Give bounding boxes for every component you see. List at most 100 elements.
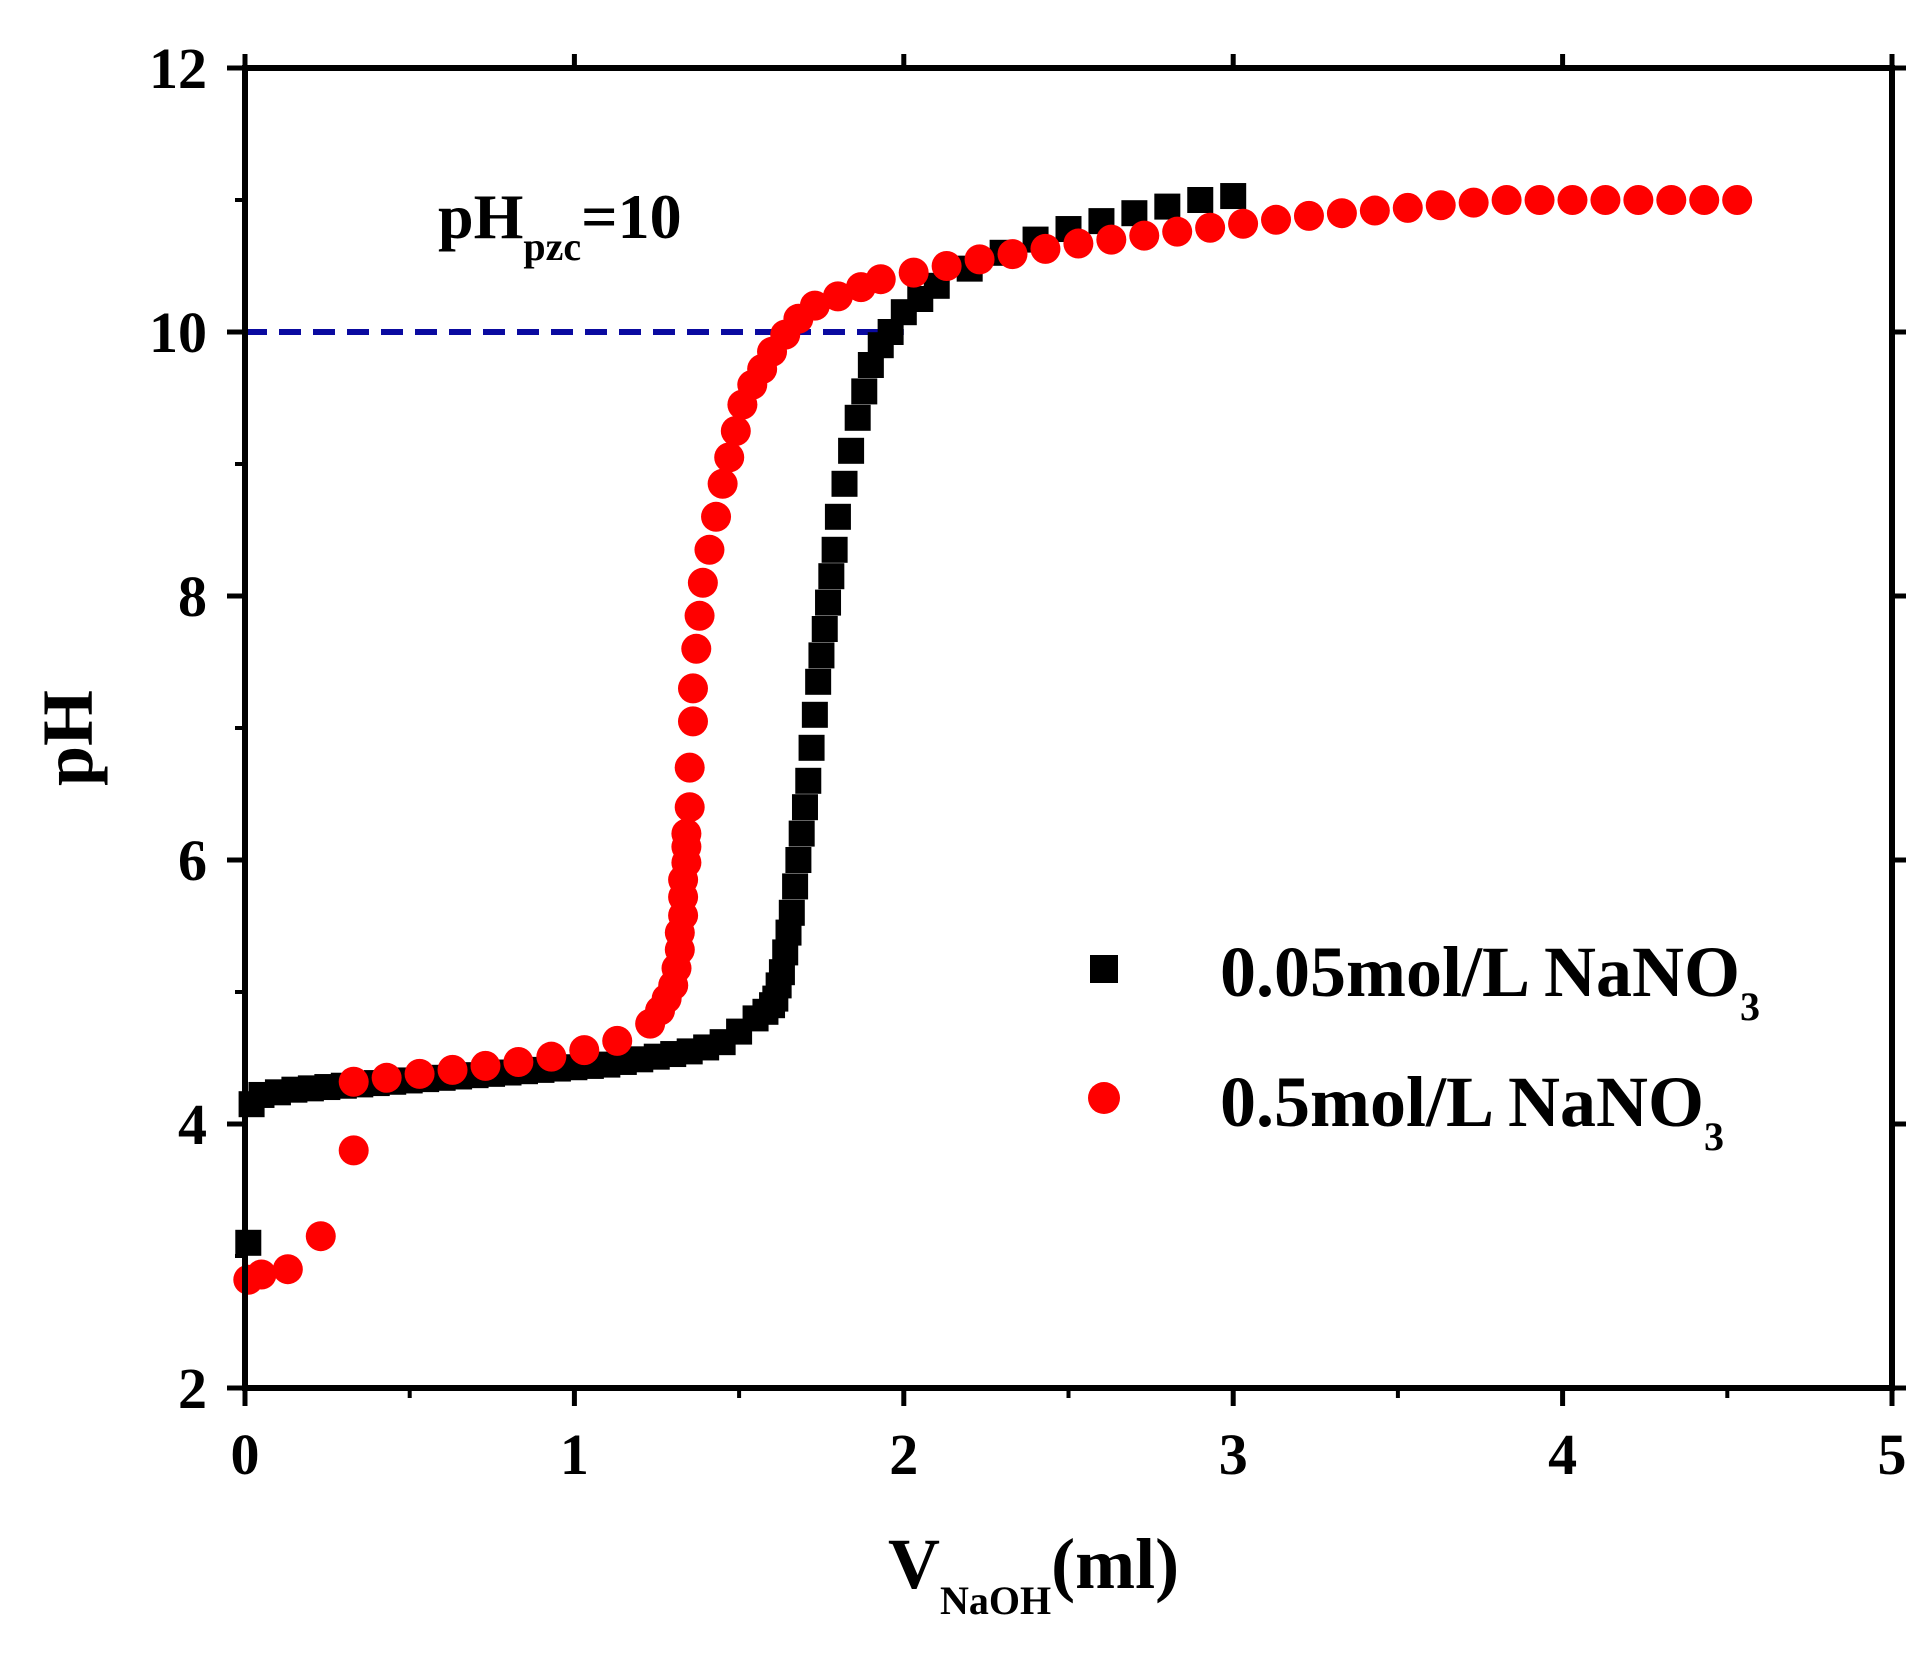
- data-point-square: [785, 847, 812, 873]
- data-point-circle: [1491, 185, 1522, 215]
- legend-label-0.05: 0.05mol/L NaNO3: [1220, 932, 1760, 1029]
- y-tick-label: 4: [178, 1092, 207, 1157]
- data-point-circle: [536, 1041, 567, 1072]
- data-point-circle: [1557, 185, 1588, 215]
- data-point-square: [1220, 183, 1247, 210]
- data-point-circle: [671, 818, 702, 849]
- data-point-circle: [503, 1046, 534, 1077]
- x-tick-label: 0: [231, 1422, 260, 1487]
- y-tick-label: 2: [178, 1356, 207, 1421]
- data-point-square: [815, 589, 842, 616]
- data-point-square: [801, 701, 828, 728]
- data-point-circle: [338, 1066, 369, 1097]
- legend-marker-square: [1090, 955, 1118, 983]
- data-point-circle: [1030, 233, 1061, 264]
- data-point-circle: [1392, 192, 1423, 223]
- data-point-circle: [1722, 185, 1753, 215]
- data-point-square: [791, 794, 818, 821]
- data-point-circle: [1623, 185, 1654, 215]
- data-point-circle: [1261, 204, 1292, 235]
- data-point-circle: [1524, 185, 1555, 215]
- legend: 0.05mol/L NaNO3 0.5mol/L NaNO3: [1088, 932, 1760, 1159]
- y-tick-label: 6: [178, 828, 207, 893]
- legend-marker-circle: [1088, 1082, 1120, 1114]
- data-point-square: [798, 734, 825, 761]
- data-point-circle: [371, 1062, 402, 1093]
- data-point-circle: [1195, 212, 1226, 243]
- data-point-circle: [305, 1221, 336, 1252]
- data-point-square: [235, 1229, 262, 1256]
- data-point-circle: [1326, 198, 1357, 229]
- data-point-circle: [674, 752, 705, 783]
- data-point-circle: [681, 633, 712, 664]
- data-point-circle: [674, 792, 705, 823]
- data-point-circle: [684, 600, 715, 631]
- data-point-circle: [707, 468, 738, 499]
- data-point-circle: [687, 567, 718, 598]
- data-point-square: [778, 899, 805, 926]
- data-point-circle: [865, 264, 896, 295]
- data-point-circle: [694, 534, 725, 565]
- data-point-circle: [338, 1135, 369, 1166]
- series-layer: [233, 183, 1753, 1295]
- data-point-square: [805, 668, 832, 695]
- y-tick-label: 12: [149, 36, 207, 101]
- data-point-circle: [437, 1054, 468, 1085]
- data-point-square: [838, 437, 865, 464]
- data-point-circle: [1162, 216, 1193, 247]
- data-point-circle: [1458, 187, 1489, 218]
- data-point-square: [851, 378, 878, 405]
- data-point-circle: [404, 1058, 435, 1089]
- data-point-circle: [470, 1050, 501, 1081]
- data-point-circle: [1293, 200, 1324, 231]
- data-point-square: [818, 563, 845, 590]
- data-point-circle: [714, 442, 745, 473]
- data-point-circle: [1096, 224, 1127, 255]
- data-point-circle: [569, 1035, 600, 1066]
- data-point-square: [811, 616, 838, 642]
- data-point-square: [808, 642, 835, 669]
- data-point-circle: [720, 416, 751, 446]
- data-point-square: [795, 767, 822, 794]
- data-point-square: [1187, 187, 1214, 213]
- data-point-square: [782, 873, 809, 900]
- data-point-circle: [272, 1254, 303, 1285]
- data-point-circle: [997, 239, 1028, 270]
- x-tick-label: 2: [889, 1422, 918, 1487]
- data-point-circle: [1228, 208, 1259, 239]
- data-point-square: [831, 470, 858, 497]
- data-point-circle: [1063, 228, 1094, 259]
- data-point-circle: [931, 251, 962, 281]
- data-point-circle: [602, 1025, 633, 1056]
- x-tick-label: 3: [1219, 1422, 1248, 1487]
- series-1: [233, 185, 1753, 1295]
- data-point-circle: [1129, 220, 1160, 251]
- data-point-circle: [246, 1259, 277, 1290]
- data-point-circle: [701, 501, 732, 532]
- data-point-square: [821, 536, 848, 563]
- y-tick-label: 8: [178, 564, 207, 629]
- y-axis-title: pH: [28, 690, 108, 786]
- data-point-circle: [1590, 185, 1621, 215]
- x-axis-title: VNaOH(ml): [888, 1524, 1179, 1623]
- data-point-circle: [964, 244, 995, 275]
- data-point-square: [844, 404, 871, 431]
- data-point-circle: [1689, 185, 1720, 215]
- plot-frame: [242, 65, 1895, 1391]
- data-point-square: [824, 503, 851, 530]
- data-point-circle: [1425, 190, 1456, 221]
- y-tick-label: 10: [149, 300, 207, 365]
- x-tick-label: 5: [1878, 1422, 1907, 1487]
- data-point-circle: [822, 281, 853, 312]
- data-point-circle: [677, 706, 708, 737]
- data-point-circle: [1656, 185, 1687, 215]
- data-point-circle: [898, 257, 929, 288]
- pzc-annotation: pHpzc=10: [438, 181, 682, 269]
- x-tick-label: 1: [560, 1422, 589, 1487]
- legend-label-0.5: 0.5mol/L NaNO3: [1220, 1062, 1724, 1159]
- x-tick-label: 4: [1548, 1422, 1577, 1487]
- data-point-circle: [799, 290, 830, 321]
- data-point-square: [788, 820, 815, 847]
